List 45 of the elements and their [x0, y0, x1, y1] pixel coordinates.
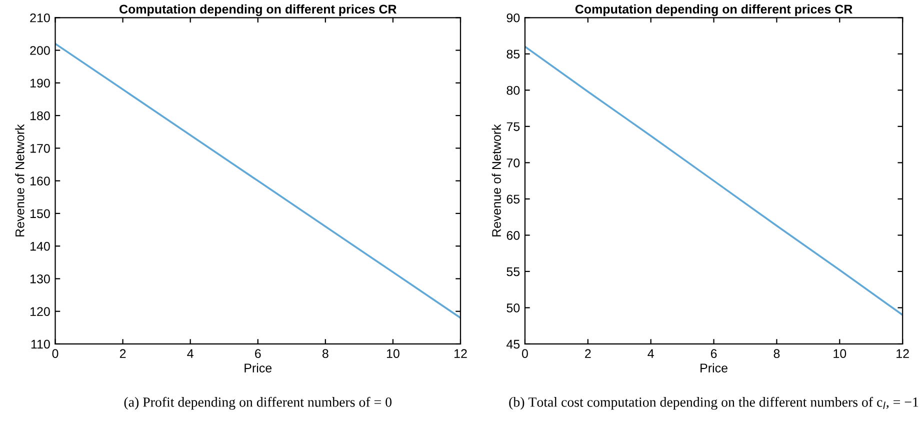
text: (a) Profit depending on different numbers of = 0 — [124, 396, 392, 410]
x-tick-label: 6 — [255, 349, 261, 358]
y-tick-label: 50 — [506, 304, 520, 312]
x-tick-label: 12 — [896, 349, 909, 358]
x-tick-label: 0 — [52, 349, 58, 358]
y-axis-title: Revenue of Network — [15, 124, 24, 236]
y-tick-label: 190 — [30, 78, 50, 88]
y-tick-label: 90 — [506, 13, 520, 22]
line-series — [524, 46, 903, 316]
y-tick-label: 75 — [506, 122, 520, 132]
y-tick-label: 65 — [506, 194, 520, 204]
y-tick-label: 180 — [30, 111, 50, 120]
y-tick-label: 110 — [31, 340, 50, 349]
x-axis-title: Price — [700, 363, 728, 372]
x-tick-label: 0 — [522, 349, 528, 358]
chart-title: Computation depending on different prices CR — [120, 4, 397, 16]
y-tick-label: 130 — [30, 274, 50, 284]
chart-title: Computation depending on different prices CR — [575, 4, 852, 16]
y-tick-label: 70 — [506, 158, 520, 168]
y-tick-label: 170 — [30, 144, 50, 153]
y-axis-title: Revenue of Network — [492, 124, 501, 236]
x-tick-label: 10 — [834, 349, 846, 358]
y-tick-label: 85 — [506, 50, 520, 59]
x-tick-label: 2 — [585, 349, 591, 358]
x-tick-label: 4 — [648, 349, 654, 358]
line-series — [55, 42, 460, 319]
x-axis-title: Price — [244, 363, 272, 372]
y-tick-label: 160 — [30, 176, 50, 186]
y-tick-label: 210 — [30, 13, 50, 22]
y-tick-label: 120 — [30, 307, 50, 316]
x-tick-label: 2 — [120, 349, 126, 358]
y-tick-label: 80 — [506, 86, 520, 95]
text: (b) Total cost computation depending on the different numbers of c$_{l}$, = −1 — [509, 396, 918, 410]
y-tick-label: 60 — [506, 231, 520, 240]
x-tick-label: 6 — [710, 349, 717, 358]
y-tick-label: 150 — [30, 209, 50, 218]
x-tick-label: 4 — [187, 349, 194, 358]
x-tick-label: 8 — [322, 349, 328, 358]
y-tick-label: 55 — [506, 267, 520, 276]
y-tick-label: 45 — [506, 340, 520, 349]
x-tick-label: 10 — [386, 349, 400, 358]
x-tick-label: 8 — [774, 349, 780, 358]
y-tick-label: 200 — [30, 46, 50, 55]
y-tick-label: 140 — [30, 242, 50, 251]
x-tick-label: 12 — [454, 349, 467, 358]
